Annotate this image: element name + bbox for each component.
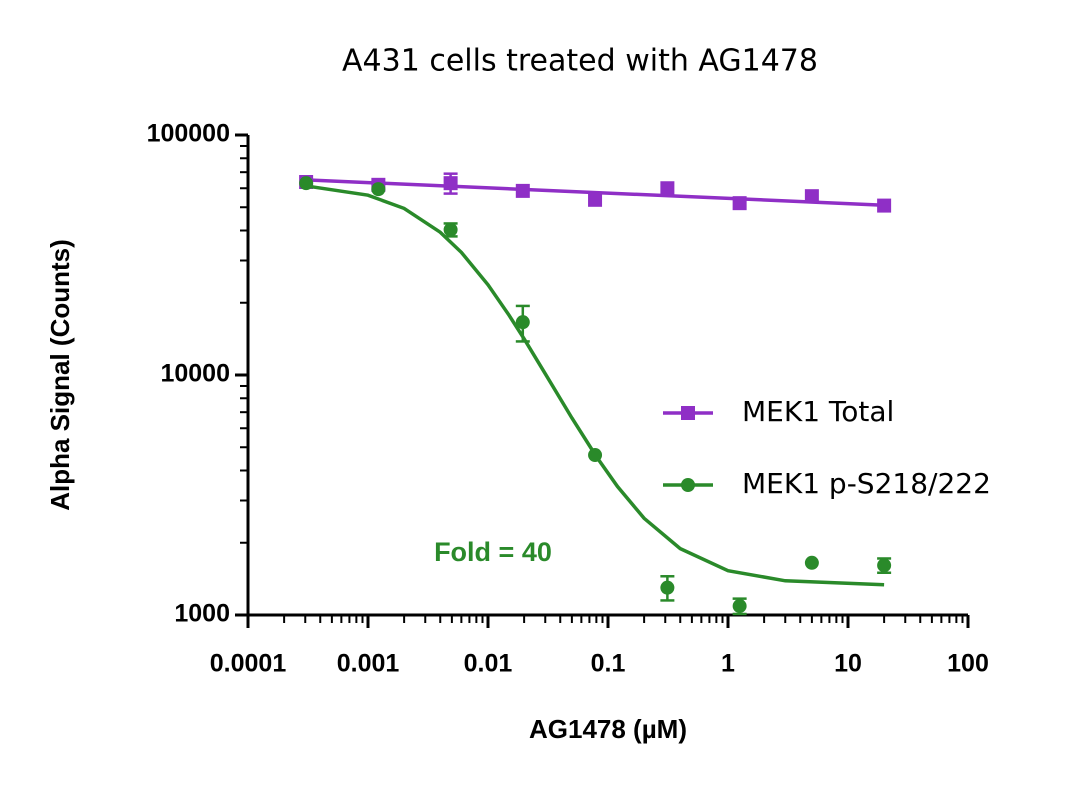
legend-label: MEK1 Total: [742, 395, 894, 428]
x-tick-label: 1: [721, 650, 735, 678]
y-tick-label: 10000: [160, 360, 230, 388]
marker: [515, 315, 530, 330]
y-axis-title: Alpha Signal (Counts): [45, 239, 75, 511]
marker: [877, 198, 892, 213]
annotation: Fold = 40: [434, 537, 552, 567]
marker: [660, 181, 675, 196]
marker: [804, 189, 819, 204]
marker: [371, 182, 386, 197]
x-tick-label: 0.001: [337, 650, 400, 678]
marker: [515, 183, 530, 198]
x-tick-label: 0.1: [591, 650, 626, 678]
legend-marker: [681, 478, 695, 492]
fit-curve: [305, 184, 885, 587]
legend-marker: [681, 406, 695, 420]
marker: [443, 176, 458, 191]
fit-curve: [306, 178, 885, 207]
x-tick-label: 0.01: [464, 650, 513, 678]
marker: [804, 555, 819, 570]
marker: [443, 222, 458, 237]
y-tick-label: 100000: [147, 120, 230, 148]
marker: [732, 196, 747, 211]
legend-label: MEK1 p-S218/222: [742, 467, 991, 500]
marker: [660, 580, 675, 595]
marker: [732, 599, 747, 614]
marker: [877, 558, 892, 573]
marker: [588, 448, 603, 463]
x-tick-label: 0.0001: [210, 650, 287, 678]
chart-title: A431 cells treated with AG1478: [342, 44, 818, 79]
x-axis-title: AG1478 (µM): [529, 714, 687, 744]
y-tick-label: 1000: [174, 600, 230, 628]
marker: [588, 192, 603, 207]
marker: [299, 176, 314, 191]
x-tick-label: 100: [947, 650, 989, 678]
x-tick-label: 10: [834, 650, 862, 678]
